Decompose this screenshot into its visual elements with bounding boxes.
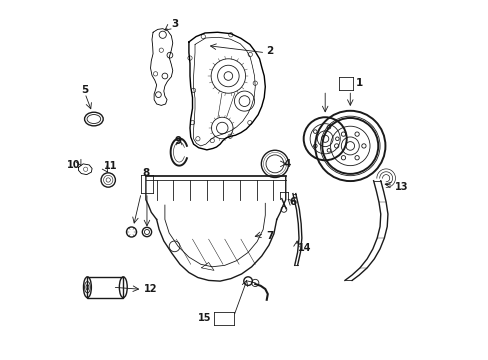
Text: 15: 15 — [197, 313, 211, 323]
Text: 10: 10 — [67, 160, 81, 170]
Text: 4: 4 — [284, 159, 291, 169]
Text: 13: 13 — [394, 182, 408, 192]
Text: 1: 1 — [355, 78, 363, 88]
Text: 11: 11 — [104, 161, 117, 171]
Text: 7: 7 — [265, 231, 273, 240]
Bar — [87, 277, 123, 298]
Text: 5: 5 — [81, 85, 88, 95]
Text: 8: 8 — [142, 168, 149, 178]
Text: 6: 6 — [289, 197, 296, 207]
Text: 14: 14 — [298, 243, 311, 253]
Text: 9: 9 — [174, 136, 182, 145]
Text: 12: 12 — [144, 284, 157, 294]
Text: 2: 2 — [265, 46, 273, 56]
Text: 3: 3 — [171, 19, 178, 29]
